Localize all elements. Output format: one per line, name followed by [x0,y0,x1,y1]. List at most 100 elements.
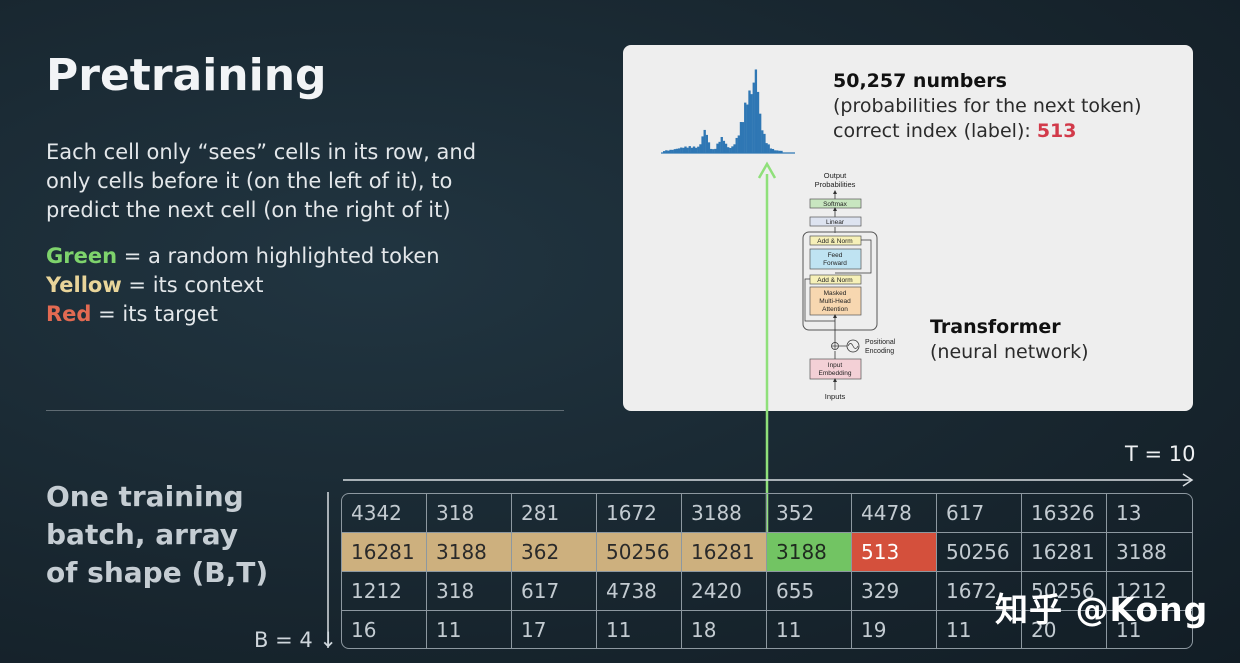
token-cell: 3188 [427,533,512,572]
histogram-bar [724,143,728,153]
histogram-bar [729,147,732,153]
histogram-bar [759,113,762,153]
svg-text:Inputs: Inputs [825,392,846,401]
svg-text:Linear: Linear [826,219,845,226]
histogram-bar [675,148,679,153]
histogram-bar [761,130,764,153]
histogram-bar [767,144,770,153]
legend-red: Red = its target [46,302,218,326]
token-cell: 11 [1116,618,1142,642]
histogram-bar [763,133,766,153]
token-cell: 329 [852,572,937,611]
batch-dimension-label: B = 4 ↓ [254,628,337,652]
token-cell: 362 [512,533,597,572]
histogram-bar [765,143,768,153]
histogram-bar [699,144,702,153]
legend-yellow: Yellow = its context [46,273,264,297]
token-cell: 4478 [852,494,937,533]
watermark: 知乎 @Kong [995,590,1209,629]
svg-text:Positional: Positional [865,339,896,346]
svg-text:Forward: Forward [823,260,847,267]
histogram-bar [746,104,749,153]
svg-text:Feed: Feed [828,252,843,259]
token-cell: 16 [342,611,427,648]
histogram-bar [701,136,704,153]
histogram-bar [684,146,687,153]
histogram-bar [690,147,694,153]
token-cell: 352 [767,494,852,533]
token-cell: 11 [767,611,852,648]
histogram-bar [716,143,719,153]
svg-text:Add & Norm: Add & Norm [817,238,852,245]
histogram-bar [780,150,783,153]
svg-text:Input: Input [828,362,843,369]
svg-text:Softmax: Softmax [823,201,848,208]
slide-title: Pretraining [46,50,327,101]
token-cell: 16281 [342,533,427,572]
batch-row: 16281 3188 362 50256 16281 3188 513 50256 16281 3… [342,533,1192,572]
token-cell: 318 [427,572,512,611]
token-cell: 11 [427,611,512,648]
histogram-bar [722,140,726,153]
token-cell: 281 [512,494,597,533]
batch-token-grid: 4342 318 281 1672 3188 352 4478 617 16326 13 16281… [341,493,1193,649]
svg-text:Add & Norm: Add & Norm [817,277,852,284]
batch-row: 1212 318 617 4738 2420 655 329 1672 50256 1212 [342,572,1192,611]
histogram-bar [776,150,779,153]
histogram-bar [663,151,666,153]
histogram-bar [744,102,747,153]
token-cell: 16326 [1022,494,1107,533]
token-cell: 16281 [682,533,767,572]
token-cell: 1672 [937,572,1022,611]
histogram-bar [686,147,689,153]
histogram-bar [735,137,738,153]
histogram-bar [692,146,696,153]
legend-green: Green = a random highlighted token [46,244,440,268]
histogram-bar [737,135,740,153]
transformer-label: Transformer (neural network) [930,316,1089,363]
token-cell: 1212 [1107,572,1192,611]
histogram-bar [773,150,777,153]
histogram-bar [752,82,755,153]
histogram-bar [688,146,691,153]
token-cell: 2420 [682,572,767,611]
batch-row: 4342 318 281 1672 3188 352 4478 617 16326 13 [342,494,1192,533]
token-cell: 50256 [937,533,1022,572]
histogram-bar [720,137,723,153]
svg-text:Probabilities: Probabilities [815,180,856,189]
token-cell: 318 [427,494,512,533]
model-panel: 50,257 numbers (probabilities for the ne… [623,45,1193,411]
histogram-bar [677,148,681,153]
token-cell: 11 [597,611,682,648]
description-text: Each cell only “sees” cells in its row, … [46,140,477,222]
token-cell: 17 [512,611,597,648]
histogram-bar [665,150,668,153]
histogram-bar [756,91,760,153]
histogram-bar [682,147,685,153]
token-cell: 1212 [342,572,427,611]
histogram-bar [709,148,713,153]
histogram-bar [697,146,700,153]
svg-text:Multi-Head: Multi-Head [819,298,851,305]
histogram-bar [703,129,706,153]
histogram-bar [680,147,683,153]
token-cell: 3188 [767,533,852,572]
token-cell: 4738 [597,572,682,611]
token-cell: 18 [682,611,767,648]
token-cell: 617 [937,494,1022,533]
token-cell: 1672 [597,494,682,533]
histogram-bar [727,147,730,153]
color-legend: Green = a random highlighted token Yello… [46,242,440,329]
histogram-bar [673,149,676,153]
histogram-bar [718,141,721,153]
histogram-bar [731,146,734,153]
histogram-bar [750,94,753,153]
time-axis-arrow [343,473,1194,487]
histogram-bar [669,149,672,153]
histogram-bar [778,150,781,153]
svg-text:Embedding: Embedding [819,370,852,377]
section-divider [46,410,564,411]
histogram-bar [741,122,745,153]
token-cell: 3188 [682,494,767,533]
histogram-bar [769,148,772,153]
